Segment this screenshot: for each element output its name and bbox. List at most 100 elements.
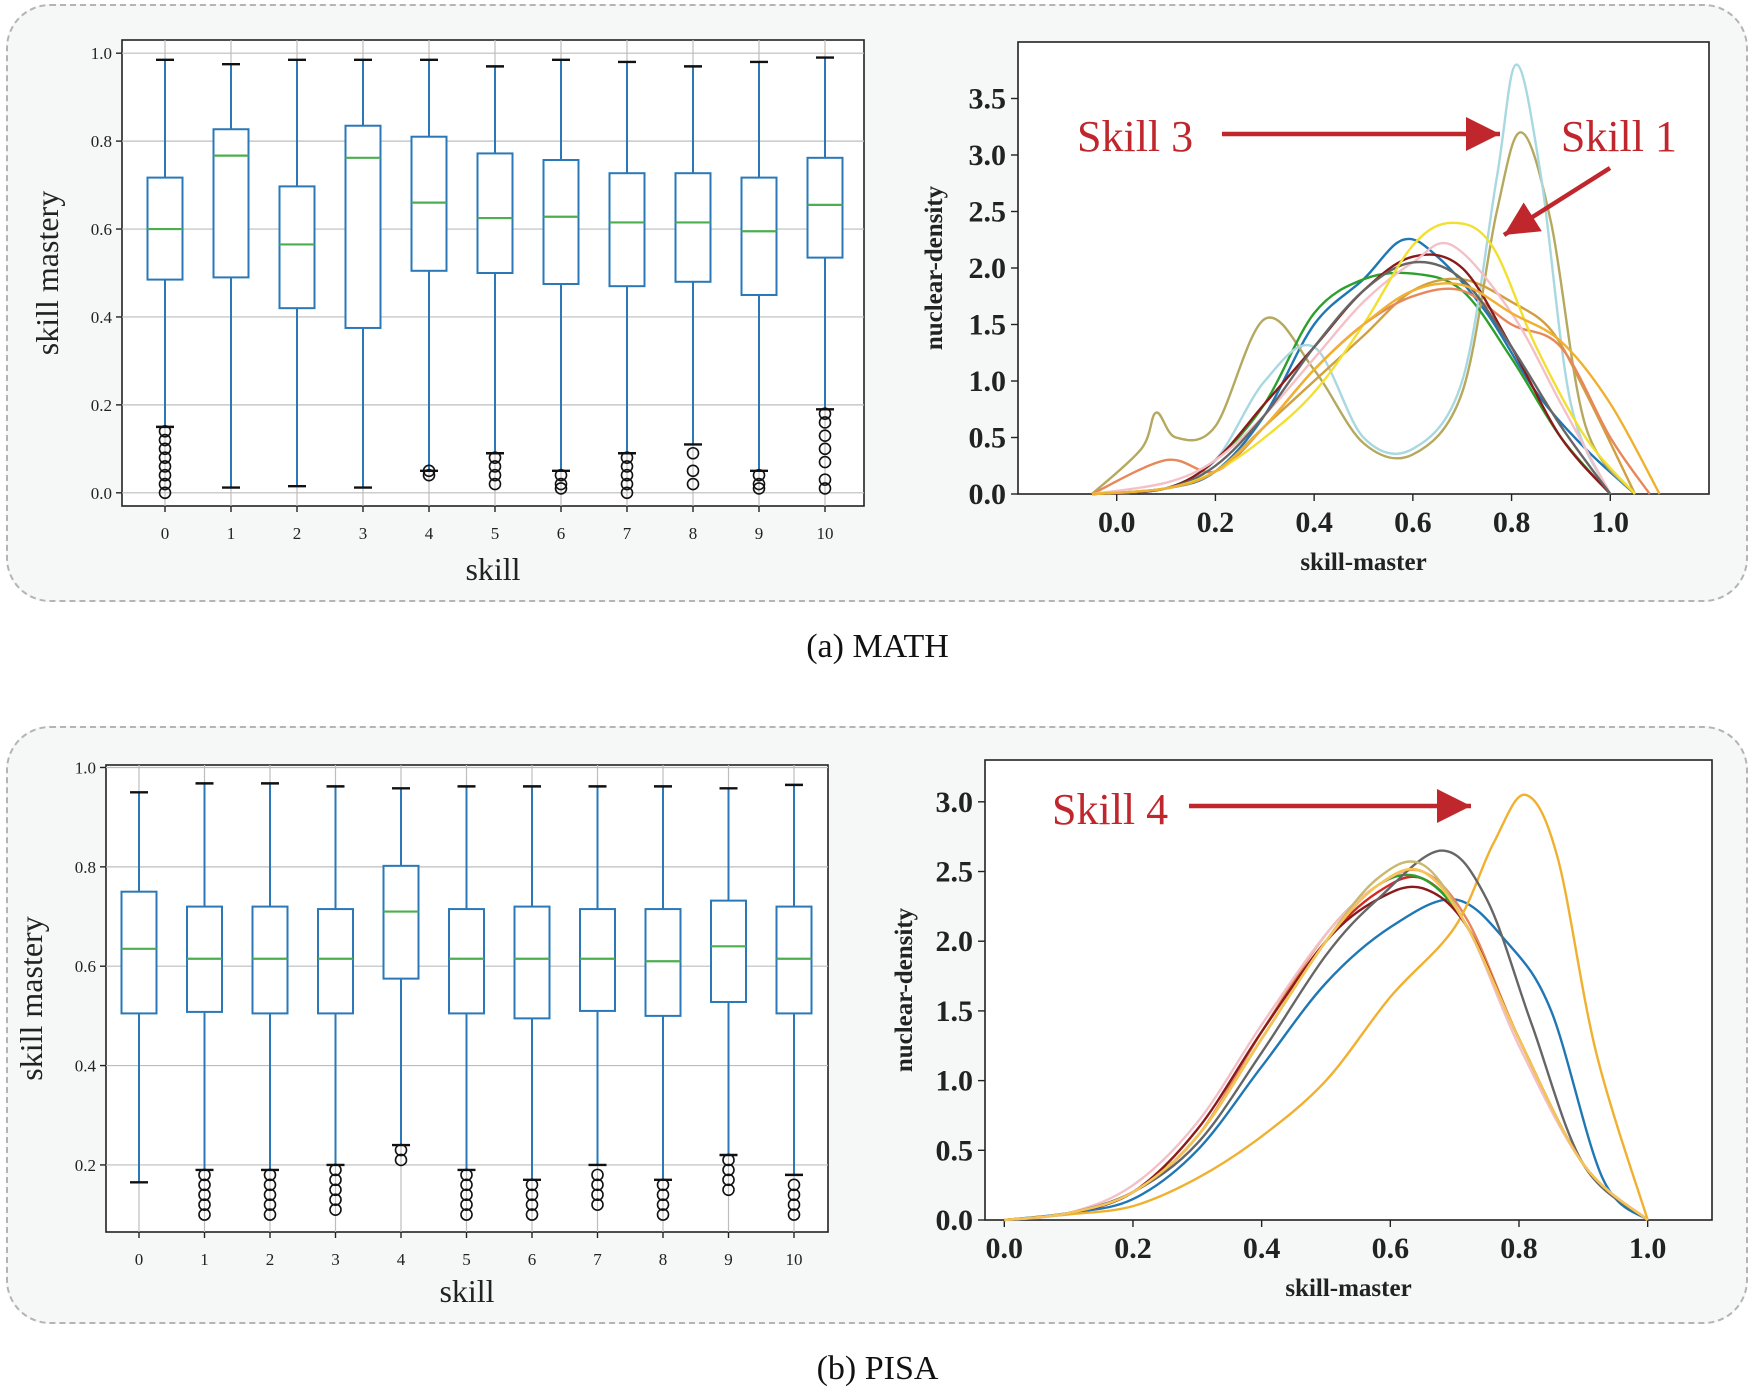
box-skill-10 — [806, 56, 844, 495]
box-skill-10 — [775, 783, 813, 1221]
flier-point — [554, 482, 568, 495]
x-axis-label: skill-master — [1300, 549, 1426, 576]
density-curve-skill-1 — [1091, 131, 1636, 495]
flier-point — [818, 416, 832, 429]
box-iqr — [579, 908, 616, 1012]
density-curve-skill-8 — [1091, 260, 1612, 496]
x-tick-label: 10 — [786, 1250, 803, 1269]
y-tick-label: 1.5 — [969, 309, 1007, 342]
flier-point — [656, 1188, 670, 1202]
flier-point — [158, 460, 172, 473]
y-tick-label: 1.0 — [936, 1065, 974, 1098]
x-tick-label: 3 — [359, 524, 368, 543]
box-iqr — [251, 905, 289, 1015]
flier-point — [620, 451, 634, 464]
box-iqr — [542, 159, 580, 285]
x-tick-label: 8 — [659, 1250, 668, 1269]
flier-point — [818, 442, 832, 456]
flier-point — [787, 1178, 801, 1192]
x-tick-label: 0.6 — [1372, 1232, 1410, 1265]
flier-point — [620, 486, 634, 500]
flier-point — [263, 1188, 277, 1202]
flier-point — [787, 1208, 801, 1221]
annotation-arrow-head — [1466, 117, 1500, 151]
flier-point — [554, 468, 568, 482]
flier-point — [488, 460, 502, 473]
caption-pisa: (b) PISA — [816, 1350, 939, 1387]
y-tick-label: 0.4 — [75, 1057, 97, 1076]
flier-point — [818, 407, 832, 420]
x-tick-label: 10 — [817, 524, 834, 543]
box-skill-2 — [278, 58, 316, 488]
flier-point — [722, 1173, 735, 1187]
x-tick-label: 9 — [724, 1250, 733, 1269]
x-axis-label: skill — [439, 1273, 494, 1309]
flier-point — [620, 468, 634, 482]
x-tick-label: 0.4 — [1243, 1232, 1281, 1265]
flier-point — [198, 1178, 211, 1192]
box-skill-9 — [740, 60, 778, 495]
x-tick-label: 0.8 — [1493, 506, 1531, 539]
y-tick-label: 0.2 — [91, 396, 112, 415]
y-tick-label: 3.5 — [969, 83, 1007, 116]
x-tick-label: 0 — [161, 524, 170, 543]
x-tick-label: 1.0 — [1592, 506, 1630, 539]
flier-point — [525, 1208, 539, 1221]
flier-point — [525, 1188, 539, 1202]
flier-point — [656, 1208, 670, 1221]
flier-point — [198, 1168, 211, 1182]
box-iqr — [344, 124, 382, 329]
box-skill-5 — [476, 65, 514, 491]
flier-point — [158, 433, 172, 447]
flier-point — [158, 468, 172, 482]
box-skill-6 — [513, 785, 551, 1221]
flier-point — [460, 1208, 473, 1221]
flier-point — [620, 460, 634, 473]
flier-point — [263, 1208, 277, 1221]
flier-point — [158, 442, 172, 456]
flier-point — [525, 1178, 539, 1192]
x-tick-label: 6 — [557, 524, 566, 543]
plot-frame — [1017, 41, 1710, 495]
annotation-skill-4: Skill 4 — [1052, 785, 1168, 834]
flier-point — [460, 1178, 473, 1192]
density-curve-skill-10 — [1004, 867, 1649, 1222]
y-tick-label: 3.0 — [936, 786, 974, 819]
box-iqr — [476, 152, 514, 274]
x-tick-label: 0.8 — [1500, 1232, 1538, 1265]
flier-point — [460, 1198, 473, 1211]
box-iqr — [448, 908, 485, 1015]
y-axis-label: nuclear-density — [921, 185, 948, 350]
box-skill-5 — [448, 785, 485, 1221]
flier-point — [591, 1168, 604, 1182]
y-tick-label: 0.6 — [91, 220, 112, 239]
x-tick-label: 7 — [623, 524, 632, 543]
y-tick-label: 2.0 — [936, 925, 974, 958]
y-tick-label: 0.0 — [969, 478, 1007, 511]
flier-point — [591, 1188, 604, 1202]
flier-point — [158, 486, 172, 500]
flier-point — [158, 424, 172, 438]
flier-point — [686, 477, 700, 491]
y-tick-label: 0.2 — [75, 1156, 96, 1175]
y-axis-label: nuclear-density — [891, 907, 918, 1072]
flier-point — [263, 1178, 277, 1192]
flier-point — [198, 1198, 211, 1211]
x-tick-label: 0.2 — [1197, 506, 1235, 539]
flier-point — [787, 1188, 801, 1202]
y-tick-label: 0.0 — [91, 484, 112, 503]
y-tick-label: 1.5 — [936, 995, 974, 1028]
y-tick-label: 3.0 — [969, 139, 1007, 172]
x-tick-label: 2 — [266, 1250, 275, 1269]
flier-point — [656, 1198, 670, 1211]
box-iqr — [806, 156, 844, 259]
box-iqr — [608, 172, 646, 288]
annotation-arrow-head — [1437, 789, 1471, 823]
flier-point — [752, 468, 766, 482]
y-tick-label: 2.0 — [969, 252, 1007, 285]
x-tick-label: 4 — [397, 1250, 406, 1269]
flier-point — [525, 1198, 539, 1211]
y-tick-label: 1.0 — [91, 44, 112, 63]
x-tick-label: 0.2 — [1114, 1232, 1152, 1265]
box-skill-4 — [382, 787, 420, 1167]
